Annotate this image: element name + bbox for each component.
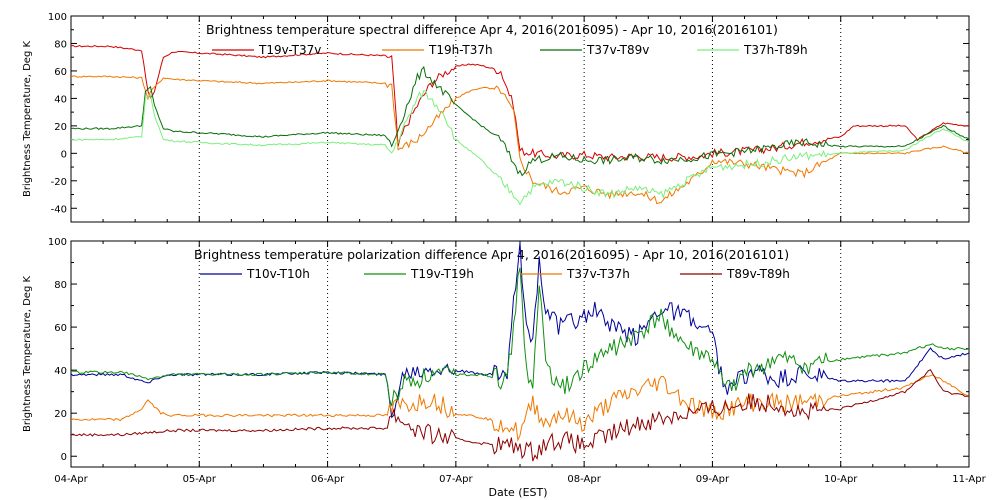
y-axis-label: Brightness Temperature, Deg K bbox=[22, 41, 33, 198]
series-line-t37h-t89h bbox=[71, 90, 969, 206]
series-line-t19v-t19h bbox=[71, 267, 969, 407]
x-tick-label: 06-Apr bbox=[311, 474, 345, 485]
x-tick-label: 10-Apr bbox=[824, 474, 858, 485]
chart-title: Brightness temperature polarization diff… bbox=[194, 247, 789, 262]
legend-label: T37h-T89h bbox=[743, 43, 808, 57]
series-line-t10v-t10h bbox=[71, 242, 969, 419]
y-tick-label: 80 bbox=[54, 280, 67, 291]
x-tick-label: 04-Apr bbox=[54, 474, 88, 485]
y-tick-label: 20 bbox=[54, 409, 67, 420]
x-tick-label: 09-Apr bbox=[696, 474, 730, 485]
y-tick-label: 100 bbox=[48, 237, 67, 248]
x-tick-label: 08-Apr bbox=[567, 474, 601, 485]
chart-title: Brightness temperature spectral differen… bbox=[206, 22, 778, 37]
series-line-t89v-t89h bbox=[71, 369, 969, 462]
series-line-t19v-t37v bbox=[71, 44, 969, 163]
y-tick-label: 20 bbox=[54, 122, 67, 133]
legend-label: T37v-T89v bbox=[586, 43, 649, 57]
series-line-t37v-t37h bbox=[71, 374, 969, 442]
x-tick-label: 07-Apr bbox=[439, 474, 473, 485]
y-tick-label: 0 bbox=[61, 149, 67, 160]
x-tick-label: 05-Apr bbox=[183, 474, 217, 485]
legend-label: T19v-T37v bbox=[258, 43, 321, 57]
polarization-difference-panel: 0 20 40 60 80 100 Brightness Temperature, Deg … bbox=[22, 237, 987, 485]
y-tick-label: 0 bbox=[61, 452, 67, 463]
y-tick-label: 60 bbox=[54, 323, 67, 334]
x-tick-label: 11-Apr bbox=[952, 474, 986, 485]
legend-label: T37v-T37h bbox=[566, 267, 630, 281]
y-tick-label: -20 bbox=[51, 177, 67, 188]
series-line-t19h-t37h bbox=[71, 75, 969, 205]
y-tick-label: 40 bbox=[54, 94, 67, 105]
spectral-difference-panel: -40 -20 0 20 40 60 80 100 Brightness Temperature… bbox=[22, 12, 970, 223]
y-tick-label: 100 bbox=[48, 12, 67, 23]
y-tick-label: 60 bbox=[54, 67, 67, 78]
y-tick-label: 80 bbox=[54, 39, 67, 50]
legend-label: T19v-T19h bbox=[410, 267, 474, 281]
legend-label: T19h-T37h bbox=[428, 43, 493, 57]
series-line-t37v-t89v bbox=[71, 65, 969, 177]
x-axis-label: Date (EST) bbox=[488, 486, 547, 499]
legend-label: T10v-T10h bbox=[246, 267, 310, 281]
y-tick-label: -40 bbox=[51, 204, 67, 215]
legend-label: T89v-T89h bbox=[726, 267, 790, 281]
plot-frame bbox=[70, 15, 970, 223]
y-axis-label: Brightness Temperature, Deg K bbox=[22, 276, 33, 433]
y-tick-label: 40 bbox=[54, 366, 67, 377]
